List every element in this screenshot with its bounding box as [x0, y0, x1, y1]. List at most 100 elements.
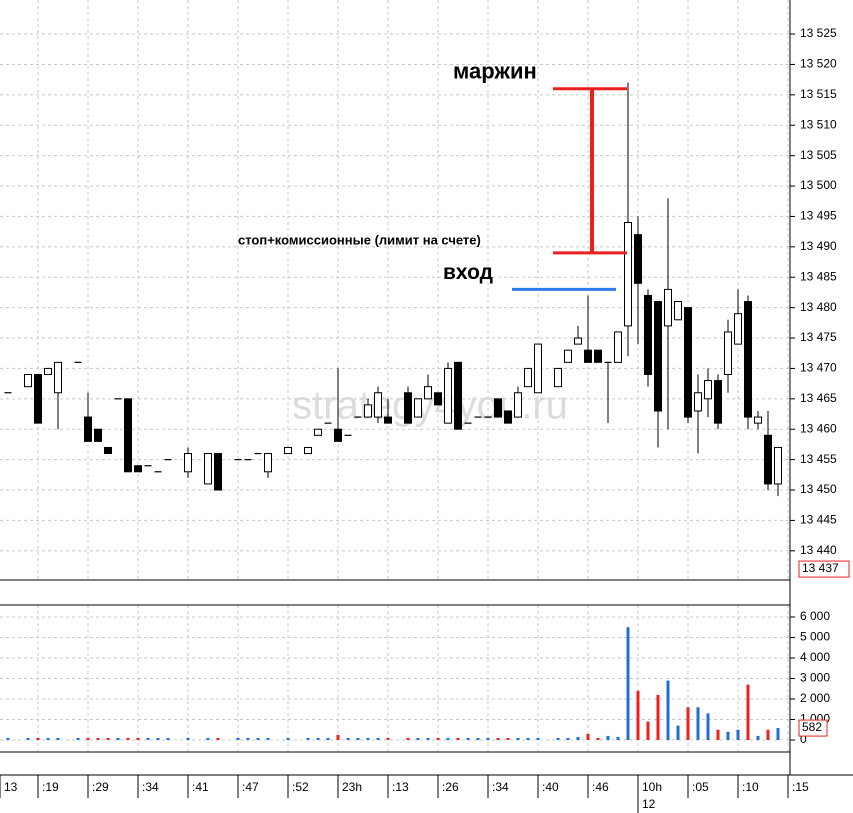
candle-body [414, 398, 422, 418]
volume-bar [96, 737, 100, 741]
volume-bar [26, 737, 30, 741]
candle-body [334, 428, 342, 442]
y-tick-label: 13 485 [800, 269, 837, 283]
volume-bar [576, 736, 580, 741]
y-tick-label: 13 505 [800, 148, 837, 162]
volume-bar [56, 737, 60, 741]
candle-body [564, 349, 572, 363]
x-tick-label: :40 [542, 780, 559, 794]
volume-bar [216, 737, 220, 741]
y-tick-label: 2 000 [800, 691, 830, 705]
candle-body [284, 446, 292, 455]
volume-bar [246, 737, 250, 741]
volume-bar [146, 737, 150, 741]
x-tick-label: :29 [92, 780, 109, 794]
volume-bar [556, 737, 560, 741]
y-tick-label: 13 440 [800, 543, 837, 557]
x-tick-label: 13 [4, 780, 18, 794]
volume-bar [316, 737, 320, 741]
candle-body [494, 398, 502, 418]
x-tick-label: :41 [192, 780, 209, 794]
volume-bar [616, 736, 620, 741]
candle-body [134, 465, 142, 473]
entry-label: вход [443, 261, 493, 284]
volume-bar [306, 737, 310, 741]
volume-bar [256, 737, 260, 741]
volume-bar [506, 737, 510, 741]
candle-body [264, 453, 272, 473]
y-tick-label: 13 495 [800, 209, 837, 223]
x-tick-label: :10 [742, 780, 759, 794]
volume-bar [686, 707, 690, 741]
volume-bar [716, 729, 720, 741]
volume-bar [376, 737, 380, 741]
x-tick-label: :26 [442, 780, 459, 794]
candle-body [314, 428, 322, 436]
y-tick-label: 13 480 [800, 300, 837, 314]
candle-body [404, 392, 412, 424]
candle-body [204, 453, 212, 485]
last-volume-label: 582 [802, 720, 822, 734]
y-tick-label: 0 [800, 732, 807, 746]
candle-body [584, 349, 592, 363]
candle-body [594, 349, 602, 363]
volume-bar [206, 737, 210, 741]
volume-bar [606, 735, 610, 741]
candle-body [774, 446, 782, 485]
x-tick-label: 10h [642, 780, 662, 794]
candle-body [94, 428, 102, 442]
x-tick-label: :13 [392, 780, 409, 794]
volume-bar [416, 737, 420, 741]
candle-body [674, 301, 682, 321]
candle-body [44, 367, 52, 376]
y-tick-label: 13 515 [800, 87, 837, 101]
candle-body [644, 294, 652, 376]
candle-body [724, 331, 732, 376]
candle-body [184, 453, 192, 473]
volume-bar [166, 737, 170, 741]
volume-bar [326, 737, 330, 741]
candle-body [124, 398, 132, 473]
volume-bar [436, 737, 440, 741]
volume-bar [366, 737, 370, 741]
volume-bar [756, 735, 760, 741]
volume-bar [336, 734, 340, 741]
candle-body [534, 343, 542, 394]
y-tick-label: 5 000 [800, 630, 830, 644]
candle-body [524, 367, 532, 388]
x-tick-label: :52 [292, 780, 309, 794]
candle-body [374, 392, 382, 418]
x-tick-label: :46 [592, 780, 609, 794]
volume-bar [36, 737, 40, 741]
volume-bar [86, 737, 90, 741]
y-tick-label: 13 525 [800, 26, 837, 40]
volume-bar [136, 737, 140, 741]
y-tick-label: 13 445 [800, 513, 837, 527]
volume-bar [636, 690, 640, 741]
candle-body [684, 307, 692, 418]
volume-bar [6, 737, 10, 741]
candle-body [84, 416, 92, 442]
y-tick-label: 3 000 [800, 671, 830, 685]
y-tick-label: 13 470 [800, 361, 837, 375]
candle-body [304, 446, 312, 455]
volume-bar [406, 737, 410, 741]
candle-body [554, 367, 562, 388]
y-tick-label: 13 475 [800, 330, 837, 344]
y-tick-label: 13 500 [800, 178, 837, 192]
volume-bar [626, 627, 630, 741]
x-tick-label: :34 [492, 780, 509, 794]
x-tick-label: 23h [342, 780, 362, 794]
volume-bar [536, 737, 540, 741]
x-tick-label: :34 [142, 780, 159, 794]
stop-label: стоп+комиссионные (лимит на счете) [238, 232, 481, 247]
volume-bar [386, 737, 390, 741]
candle-body [744, 301, 752, 418]
volume-bar [106, 737, 110, 741]
volume-bar [76, 737, 80, 741]
date-label: 12 [642, 797, 656, 811]
last-volume-box [798, 719, 828, 737]
candle-body [754, 416, 762, 424]
